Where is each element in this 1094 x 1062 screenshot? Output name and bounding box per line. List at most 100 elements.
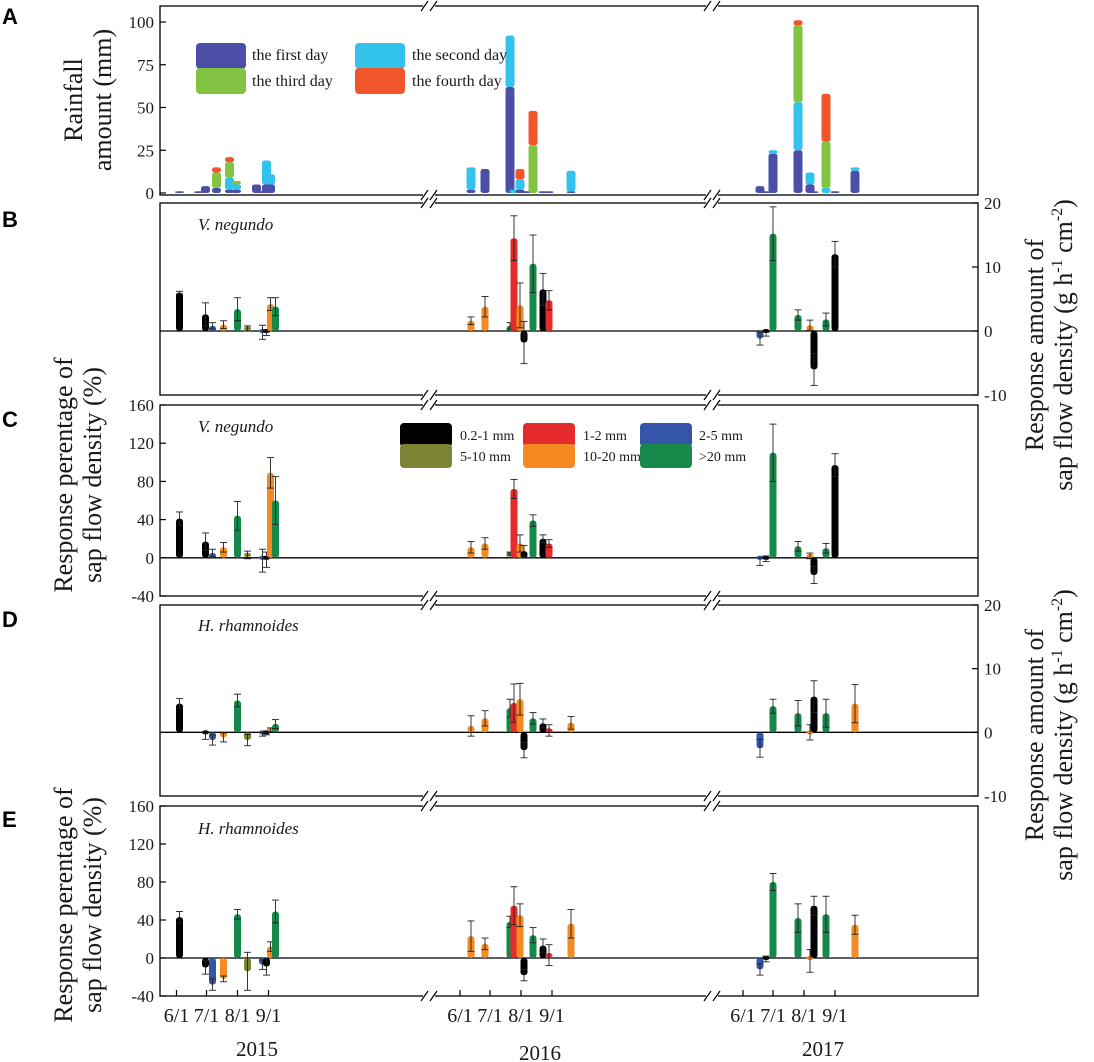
axis-break-gap [706,994,718,998]
x-tick-label: 7/1 [477,1005,503,1027]
response-bar-e [176,917,183,958]
y-tick-label-d: 0 [984,723,993,742]
axis-break-mark [703,590,712,602]
rain-bar-day1 [761,191,771,193]
y-tick-label-e: 40 [137,911,154,930]
response-bar-c [831,465,839,558]
rain-legend: the first day the second day the third d… [196,43,507,94]
y-tick-label-b: 0 [984,322,993,341]
axis-break-gap [423,193,435,197]
ylabel-e-line1: Response perentage of [49,787,78,1023]
rain-bar-day1 [212,187,221,193]
y-tick-label-d: 20 [984,596,1001,615]
x-tick-label: 9/1 [256,1005,282,1027]
class-legend-swatch-1 [400,423,452,447]
axis-break-mark [429,990,438,1002]
ylabel-c-line1: Response perentage of [49,357,78,593]
axis-break-mark [420,197,429,209]
ylabel-a-line1: Rainfall [59,58,88,142]
y-tick-label-c: 120 [129,434,155,453]
rain-legend-swatch-3 [196,68,246,94]
axis-break-gap [706,794,718,798]
class-legend-label-2: 1-2 mm [583,429,627,444]
axis-break-mark [429,790,438,802]
class-legend-swatch-4 [400,444,452,468]
rain-bar-day4 [212,167,221,173]
axis-break-mark [420,590,429,602]
response-bar-d [520,732,528,751]
y-tick-label-a: 25 [137,141,154,160]
axis-break-gap [423,794,435,798]
y-tick-label-a: 50 [137,99,154,118]
axis-break-mark [703,599,712,611]
axis-break-mark [712,197,721,209]
response-bar-b [810,331,818,370]
axis-break-mark [712,800,721,812]
rain-bar-day2 [266,174,275,185]
rain-bar-day1 [175,191,184,193]
ylabel-right-d-sup2: -2 [1049,598,1066,611]
rain-legend-label-2: the second day [412,47,507,64]
rain-bar-day2 [505,35,515,87]
rain-legend-swatch-1 [196,43,246,69]
y-tick-label-e: 120 [129,835,155,854]
x-tick-label: 7/1 [760,1005,786,1027]
axis-break-mark [429,0,438,12]
class-legend-swatch-6 [640,444,692,468]
ylabel-right-d: Response amount of sap flow density (g h… [1020,589,1078,881]
panel-label-c: C [2,407,18,432]
response-bar-b [545,300,553,331]
response-bar-d [810,696,818,733]
axis-break-gap [706,4,718,8]
class-legend-swatch-2 [523,423,575,447]
rain-bar-day2 [805,172,815,185]
x-tick-label: 8/1 [508,1005,534,1027]
axis-break-mark [712,990,721,1002]
response-bar-e [529,935,537,958]
rain-legend-swatch-4 [355,68,405,94]
response-bar-c [220,547,227,558]
rain-bar-day3 [821,141,831,188]
rain-bar-day4 [528,110,538,146]
response-bar-e [209,958,216,985]
y-tick-label-c: 40 [137,511,154,530]
response-bar-e [220,958,227,979]
rain-bar-day3 [528,145,538,193]
ylabel-c-line2: sap flow density (%) [78,367,107,583]
axis-break-mark [429,399,438,411]
response-bar-c [529,520,537,558]
species-label-c: V. negundo [198,417,273,436]
year-label-2016: 2016 [519,1041,561,1062]
y-tick-label-e: 160 [129,797,155,816]
response-bar-b [176,292,183,331]
response-bar-b [481,306,489,331]
rain-bar-day4 [821,93,831,142]
rain-bar-day2 [821,187,831,193]
panel-c-frame [159,404,979,597]
rain-bar-day3 [212,172,221,188]
rain-legend-label-3: the third day [252,73,333,90]
panel-label-a: A [2,4,18,29]
ylabel-right-d-part2: cm [1049,611,1078,649]
response-bar-e [769,882,777,958]
y-tick-label-a: 100 [129,13,155,32]
response-bar-c [272,500,279,558]
response-bar-b [769,233,777,331]
axis-break-mark [420,790,429,802]
axis-break-mark [429,800,438,812]
y-tick-label-b: -10 [984,386,1007,405]
y-tick-label-e: 80 [137,873,154,892]
ylabel-right-b-part1: sap flow density (g h [1049,273,1078,491]
axis-break-gap [706,193,718,197]
rain-bar-day3 [793,25,803,103]
response-bar-e [851,924,859,958]
ylabel-right-b-line1: Response amount of [1020,239,1049,452]
species-label-e: H. rhamnoides [197,819,299,838]
rain-bar-day4 [225,157,234,163]
rain-bar-day1 [480,169,490,193]
axis-break-gap [423,594,435,598]
ylabel-right-b-sup1: -1 [1049,259,1066,272]
rain-bar-day4 [515,169,525,180]
axis-break-mark [703,790,712,802]
rain-bar-day1 [266,184,275,193]
